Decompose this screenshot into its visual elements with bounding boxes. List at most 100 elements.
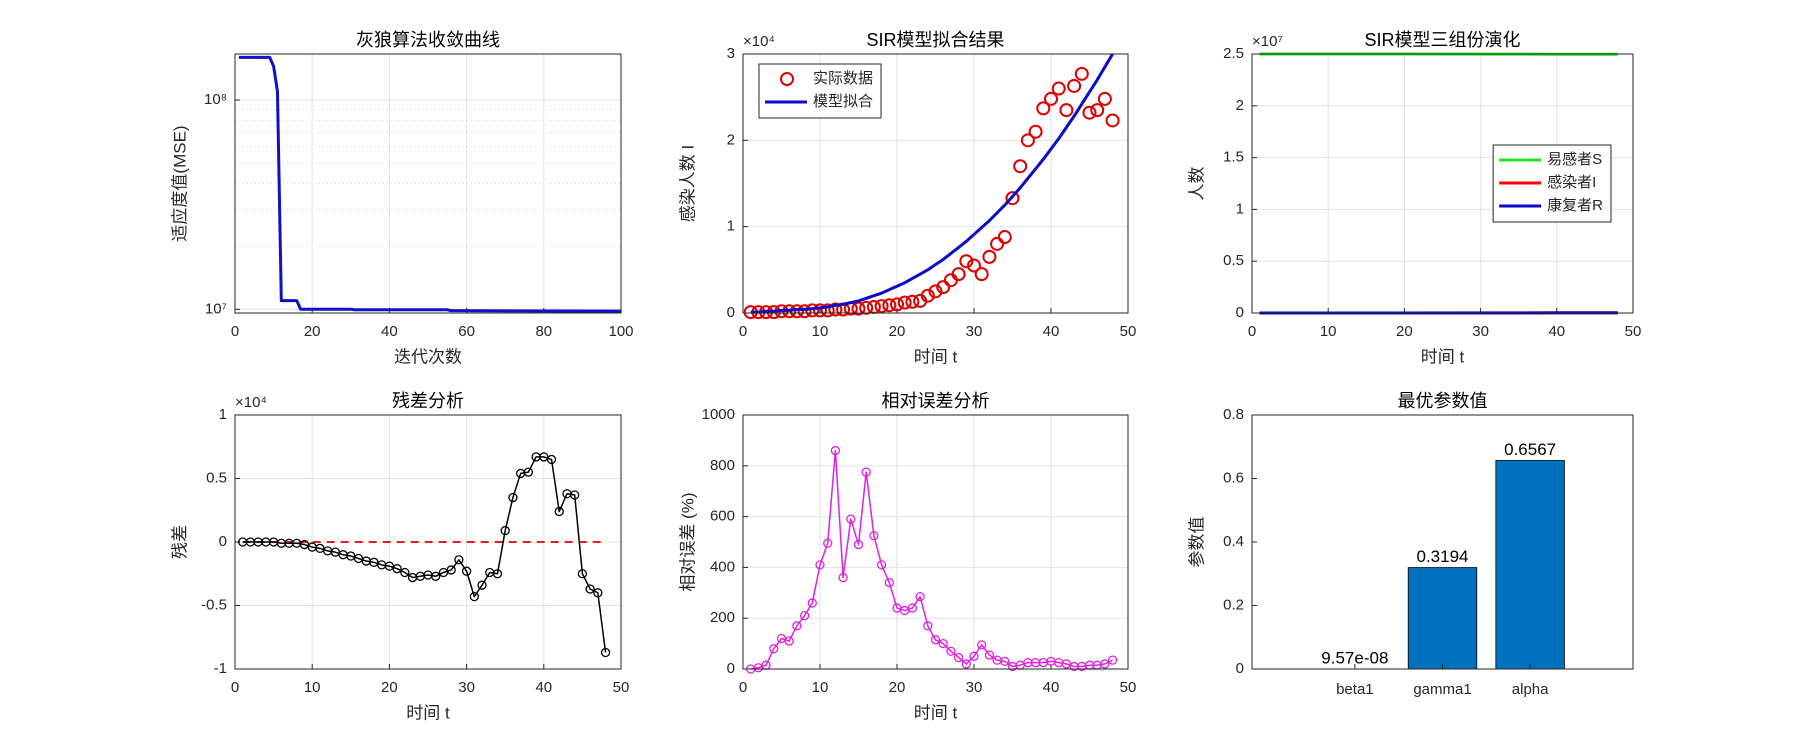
x-tick-label: 40 [1043, 679, 1060, 696]
y-tick-label: 2.5 [1223, 45, 1244, 62]
series-line [750, 449, 1113, 670]
x-tick-label: 20 [1396, 323, 1413, 340]
x-tick-label: 50 [1120, 679, 1137, 696]
data-point [461, 566, 472, 576]
y-axis-label: 参数值 [1187, 517, 1206, 568]
data-point [859, 300, 874, 315]
data-point [431, 571, 441, 581]
y-tick-label: 1000 [702, 406, 735, 423]
y-tick-label: 0.2 [1223, 596, 1244, 613]
y-tick-label: 0.8 [1223, 406, 1244, 423]
data-point [570, 490, 580, 500]
y-tick-label: 800 [710, 457, 735, 474]
x-tick-label: 40 [1548, 323, 1565, 340]
y-tick-label: 1 [727, 218, 735, 235]
data-point [846, 514, 856, 524]
y-tick-label: 0.5 [1223, 252, 1244, 269]
x-tick-label: 0 [231, 679, 239, 696]
bar [1495, 460, 1565, 670]
x-tick-label: 0 [739, 323, 747, 340]
data-point [869, 531, 879, 541]
y-tick-label: -1 [214, 660, 227, 677]
y-exponent: ×10⁷ [1252, 33, 1283, 50]
data-point [969, 651, 979, 661]
y-tick-label: 400 [710, 558, 735, 575]
data-point [1107, 655, 1118, 665]
y-exponent: ×10⁴ [743, 33, 775, 50]
y-tick-label: 1 [219, 406, 227, 423]
data-point [953, 652, 964, 663]
x-tick-label: 80 [535, 323, 552, 340]
y-tick-label: -0.5 [201, 596, 227, 613]
data-point [1097, 91, 1112, 106]
data-point [920, 288, 935, 303]
x-tick-label: beta1 [1336, 681, 1374, 698]
data-point [477, 580, 487, 590]
data-point [936, 280, 951, 295]
data-point [861, 467, 871, 477]
data-point [1059, 103, 1074, 118]
data-point [820, 303, 835, 318]
y-tick-label: 1.5 [1223, 149, 1244, 166]
data-point [838, 572, 848, 583]
data-point [797, 304, 812, 319]
x-tick-label: 30 [1472, 323, 1489, 340]
data-point [928, 284, 943, 299]
legend-label: 模型拟合 [813, 93, 873, 110]
y-tick-label: 1 [1236, 200, 1244, 217]
data-point [500, 525, 510, 536]
data-point [799, 611, 810, 621]
data-point [830, 445, 841, 456]
data-point [454, 555, 464, 565]
x-tick-label: 40 [381, 323, 398, 340]
x-tick-label: 30 [966, 323, 983, 340]
x-tick-label: 50 [1120, 323, 1137, 340]
data-point [400, 567, 410, 578]
data-point [982, 249, 997, 264]
legend-label: 实际数据 [813, 70, 873, 87]
axes-box [1251, 53, 1634, 314]
x-tick-label: alpha [1512, 681, 1549, 698]
x-tick-label: 60 [458, 323, 475, 340]
data-point [492, 569, 503, 579]
x-tick-label: 30 [966, 679, 983, 696]
data-point [959, 254, 974, 269]
y-tick-label: 2 [727, 131, 735, 148]
axes-background [743, 415, 1128, 669]
chart-title: 残差分析 [392, 391, 464, 411]
data-point [961, 659, 971, 669]
legend-label: 易感者S [1547, 151, 1602, 168]
data-point [508, 492, 518, 503]
data-point [974, 267, 989, 282]
data-point [807, 598, 817, 608]
data-point [938, 638, 948, 649]
y-tick-label: 0.5 [206, 469, 227, 486]
subplot: 0 0.2 0.4 0.6 0.8 9.57e-08 beta1 0.3194 gamma1 0.… [1187, 391, 1634, 698]
x-tick-label: 100 [608, 323, 633, 340]
y-tick-label: 10⁸ [204, 91, 227, 108]
legend: 易感者S 感染者I 康复者R [1492, 144, 1612, 223]
chart-title: 灰狼算法收敛曲线 [356, 30, 500, 50]
data-point [967, 258, 981, 273]
y-tick-label: 3 [727, 45, 735, 62]
data-point [769, 644, 779, 654]
data-point [523, 467, 534, 477]
axes-box [234, 53, 622, 314]
x-tick-label: 0 [231, 323, 239, 340]
data-point [585, 584, 595, 594]
x-tick-label: gamma1 [1413, 681, 1471, 698]
y-axis-label: 相对误差 (%) [678, 492, 697, 591]
data-point [784, 636, 794, 646]
data-point [1044, 91, 1058, 106]
data-point [1067, 78, 1082, 93]
data-point [1000, 656, 1010, 667]
data-point [882, 298, 897, 313]
y-tick-label: 0 [1236, 660, 1244, 677]
y-tick-label: 200 [710, 609, 735, 626]
data-point [923, 621, 933, 631]
x-tick-label: 40 [1043, 323, 1060, 340]
data-point [897, 295, 912, 310]
